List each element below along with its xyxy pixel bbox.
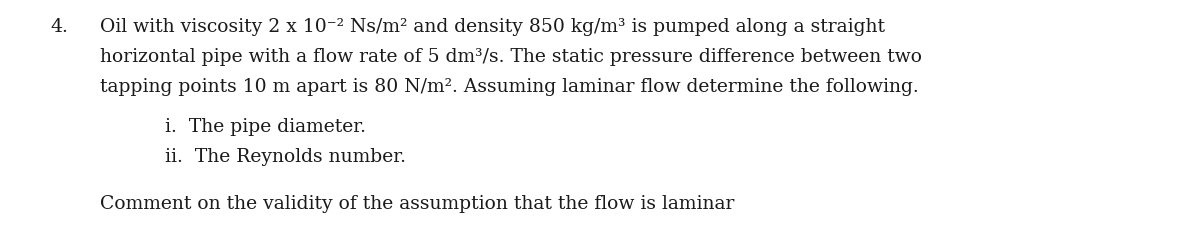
Text: ii.  The Reynolds number.: ii. The Reynolds number. (166, 148, 406, 166)
Text: Comment on the validity of the assumption that the flow is laminar: Comment on the validity of the assumptio… (100, 195, 734, 213)
Text: horizontal pipe with a flow rate of 5 dm³/s. The static pressure difference betw: horizontal pipe with a flow rate of 5 dm… (100, 48, 922, 66)
Text: i.  The pipe diameter.: i. The pipe diameter. (166, 118, 366, 136)
Text: Oil with viscosity 2 x 10⁻² Ns/m² and density 850 kg/m³ is pumped along a straig: Oil with viscosity 2 x 10⁻² Ns/m² and de… (100, 18, 886, 36)
Text: tapping points 10 m apart is 80 N/m². Assuming laminar flow determine the follow: tapping points 10 m apart is 80 N/m². As… (100, 78, 919, 96)
Text: 4.: 4. (50, 18, 68, 36)
